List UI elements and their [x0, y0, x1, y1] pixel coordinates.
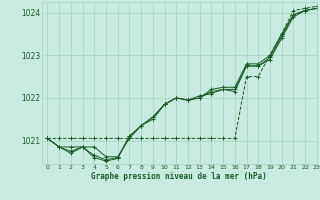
X-axis label: Graphe pression niveau de la mer (hPa): Graphe pression niveau de la mer (hPa): [91, 172, 267, 181]
